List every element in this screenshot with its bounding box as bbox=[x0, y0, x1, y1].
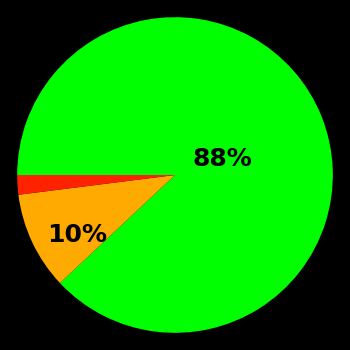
Wedge shape bbox=[19, 175, 175, 283]
Text: 88%: 88% bbox=[193, 147, 252, 171]
Wedge shape bbox=[17, 175, 175, 195]
Text: 10%: 10% bbox=[47, 223, 107, 247]
Wedge shape bbox=[17, 17, 333, 333]
